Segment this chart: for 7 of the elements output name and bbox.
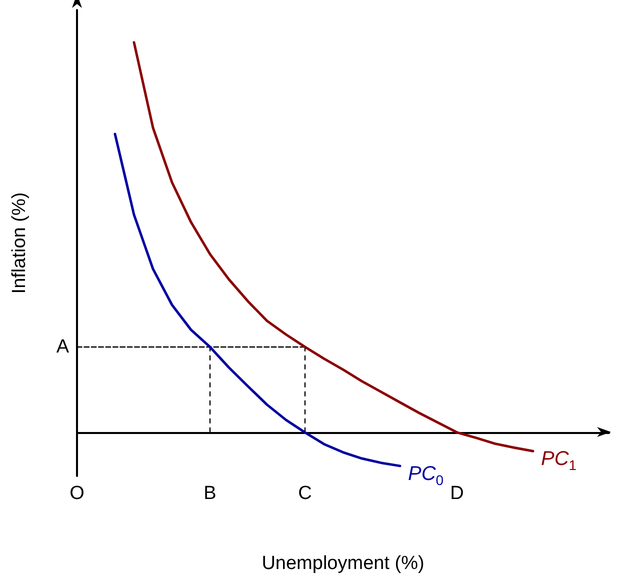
x-tick-label: O xyxy=(70,483,84,504)
x-axis-title: Unemployment (%) xyxy=(262,553,424,574)
x-tick-label: D xyxy=(450,483,464,504)
text: A xyxy=(56,336,70,358)
x-tick-label: B xyxy=(204,483,216,504)
x-tick-label: C xyxy=(298,483,312,504)
y-axis-title: Inflation (%) xyxy=(9,192,30,294)
